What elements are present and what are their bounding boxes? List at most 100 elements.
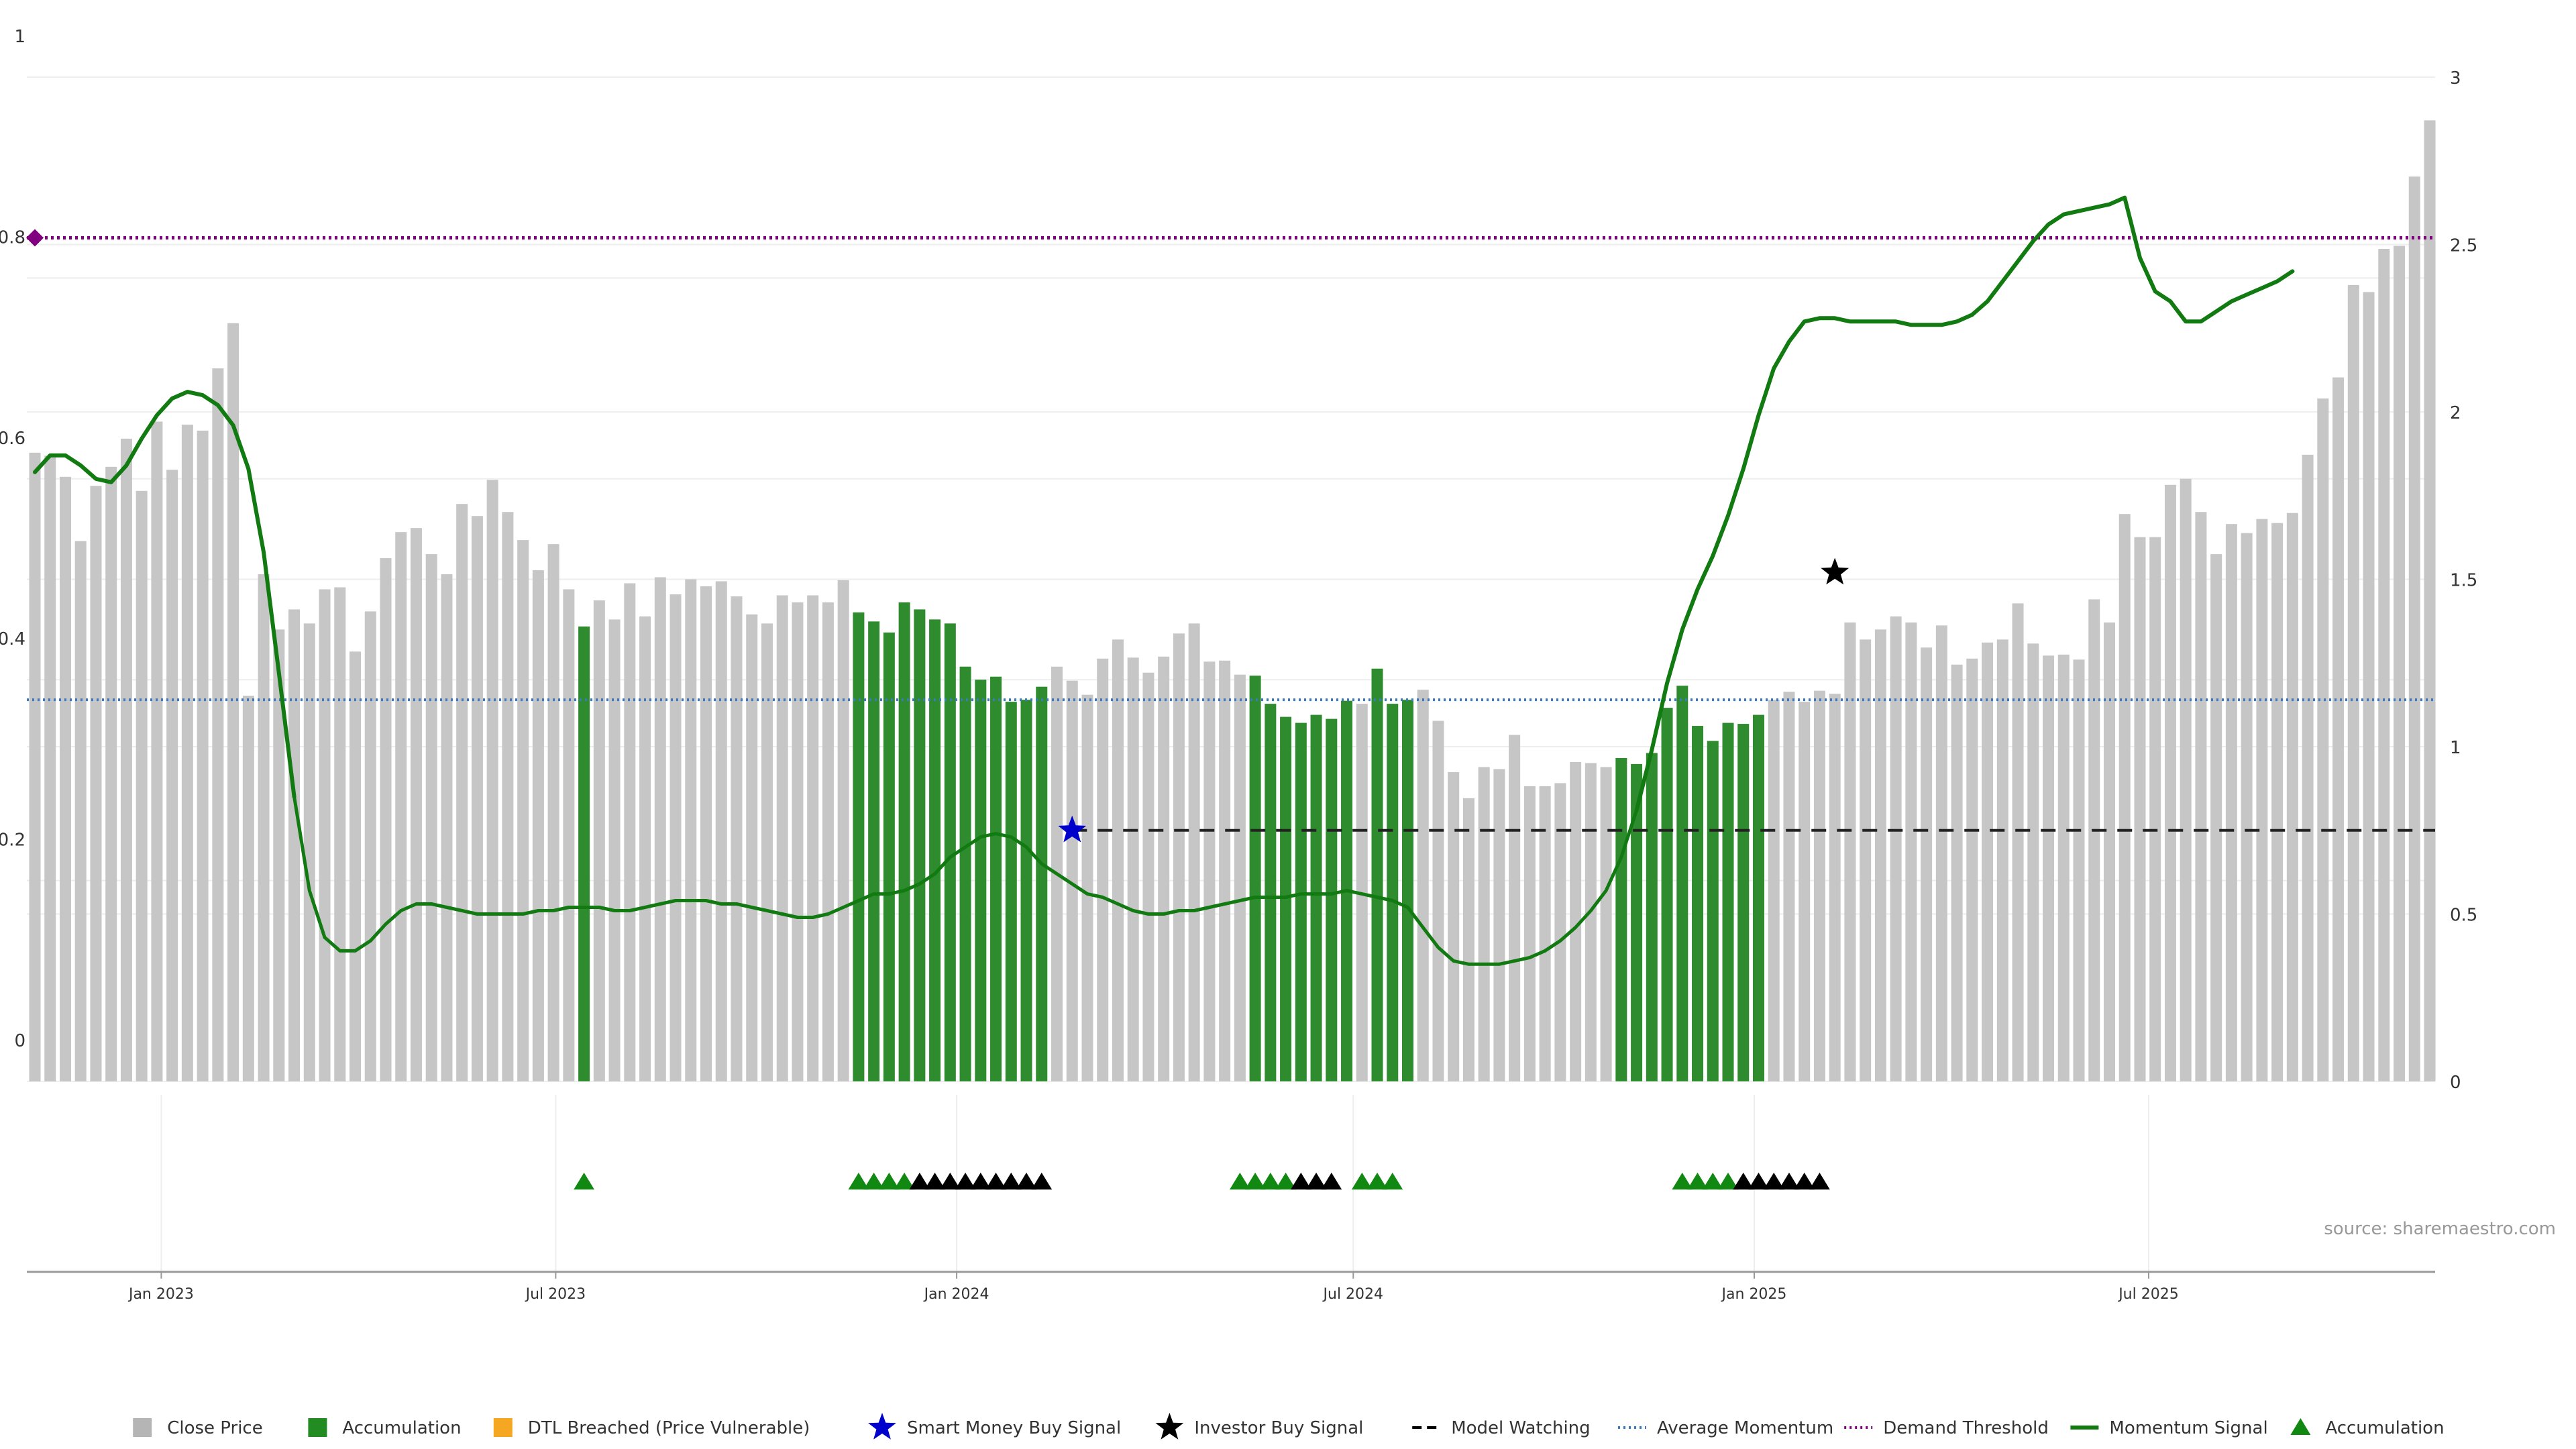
legend-label: Investor Buy Signal <box>1194 1418 1363 1438</box>
accumulation-bar <box>1265 704 1277 1081</box>
close-price-bar <box>2408 176 2420 1081</box>
accumulation-bar <box>959 666 971 1081</box>
left-axis-tick: 0.6 <box>0 429 25 449</box>
close-price-bar <box>593 600 605 1081</box>
close-price-bar <box>2317 398 2329 1081</box>
accumulation-bar <box>1631 763 1643 1081</box>
close-price-bar <box>197 430 209 1081</box>
close-price-bar <box>74 541 87 1081</box>
accumulation-marker <box>1672 1173 1693 1190</box>
close-price-bar <box>1234 674 1246 1081</box>
model-watching-marker <box>1778 1173 1800 1190</box>
marker-strip <box>574 1173 1830 1190</box>
close-price-bar <box>731 596 743 1081</box>
close-price-bar <box>624 583 636 1081</box>
model-watching-marker <box>939 1173 961 1190</box>
close-price-bar <box>395 532 407 1081</box>
legend-swatch-star <box>1155 1413 1184 1440</box>
close-price-bar <box>1493 769 1505 1081</box>
accumulation-bar <box>1005 702 1017 1081</box>
legend-swatch-square <box>133 1418 152 1437</box>
accumulation-bar <box>929 619 941 1081</box>
accumulation-bar <box>883 632 895 1081</box>
close-price-bar <box>2195 512 2207 1081</box>
accumulation-bar <box>1661 708 1673 1081</box>
model-watching-marker <box>1794 1173 1815 1190</box>
accumulation-bar <box>914 609 926 1081</box>
close-price-bar <box>2012 603 2024 1081</box>
close-price-bar <box>1996 639 2008 1081</box>
close-price-bar <box>364 611 376 1081</box>
close-price-bar <box>700 586 712 1081</box>
close-price-bar <box>822 602 834 1081</box>
model-watching-marker <box>1031 1173 1053 1190</box>
accumulation-marker <box>1229 1173 1250 1190</box>
close-price-bar <box>2302 454 2314 1081</box>
model-watching-marker <box>970 1173 991 1190</box>
model-watching-marker <box>1763 1173 1784 1190</box>
close-price-bar <box>1203 661 1216 1081</box>
legend: Close Price Accumulation DTL Breached (Pri… <box>133 1413 2445 1440</box>
accumulation-marker <box>1244 1173 1266 1190</box>
accumulation-marker <box>1717 1173 1739 1190</box>
indicator-lines <box>26 195 2435 966</box>
close-price-bar <box>715 581 727 1081</box>
source-label: source: sharemaestro.com <box>2324 1219 2556 1239</box>
close-price-bar <box>2180 478 2192 1081</box>
momentum-line <box>1634 195 2295 812</box>
accumulation-marker <box>1687 1173 1708 1190</box>
legend-label: Demand Threshold <box>1883 1418 2049 1438</box>
x-axis-tick-label: Jul 2025 <box>2117 1286 2179 1303</box>
x-axis-tick-label: Jan 2024 <box>923 1286 989 1303</box>
close-price-bar <box>90 486 102 1081</box>
accumulation-bar <box>1752 714 1764 1081</box>
close-price-bar <box>486 480 498 1081</box>
model-watching-marker <box>1733 1173 1754 1190</box>
close-price-bar <box>563 589 575 1081</box>
accumulation-bar <box>853 612 865 1081</box>
close-price-bar <box>1219 660 1231 1081</box>
close-price-bar <box>29 452 41 1081</box>
close-price-bar <box>1966 658 1978 1081</box>
model-watching-marker <box>1321 1173 1342 1190</box>
signal-markers <box>1058 557 1849 843</box>
x-axis-tick-label: Jan 2025 <box>1721 1286 1787 1303</box>
close-price-bar <box>2118 514 2131 1081</box>
close-price-bar <box>2057 654 2070 1081</box>
accumulation-marker <box>1275 1173 1296 1190</box>
accumulation-marker <box>1382 1173 1403 1190</box>
close-price-bar <box>1844 622 1856 1081</box>
close-price-bar <box>517 540 529 1081</box>
close-price-bar <box>2088 599 2100 1081</box>
accumulation-bar <box>1615 757 1627 1081</box>
close-price-bar <box>2424 120 2436 1082</box>
accumulation-bar <box>1737 724 1750 1081</box>
close-price-bar <box>1905 622 1917 1081</box>
close-price-bar <box>2103 622 2115 1081</box>
close-price-bar <box>1799 702 1811 1081</box>
accumulation-bar <box>1280 716 1292 1081</box>
accumulation-marker <box>1366 1173 1388 1190</box>
close-price-bar <box>410 528 422 1081</box>
accumulation-bar <box>1295 722 1307 1081</box>
close-price-bar <box>1432 720 1444 1081</box>
accumulation-marker <box>1260 1173 1281 1190</box>
model-watching-marker <box>924 1173 945 1190</box>
close-price-bar <box>2394 246 2406 1082</box>
close-price-bar <box>1921 647 1933 1081</box>
close-price-bar <box>1570 761 1582 1081</box>
close-price-bar <box>639 616 651 1081</box>
close-price-bar <box>44 455 56 1081</box>
accumulation-marker <box>1702 1173 1723 1190</box>
right-axis-tick: 3 <box>2450 68 2461 89</box>
right-axis-tick: 1 <box>2450 738 2461 758</box>
close-price-bar <box>1951 664 1963 1081</box>
close-price-bar <box>502 512 514 1081</box>
left-axis-tick: 0.4 <box>0 629 25 649</box>
investor-buy-star <box>1821 557 1849 585</box>
model-watching-marker <box>1809 1173 1830 1190</box>
accumulation-bar <box>1676 686 1688 1081</box>
left-axis-tick: 0.8 <box>0 227 25 248</box>
close-price-bar <box>136 490 148 1081</box>
